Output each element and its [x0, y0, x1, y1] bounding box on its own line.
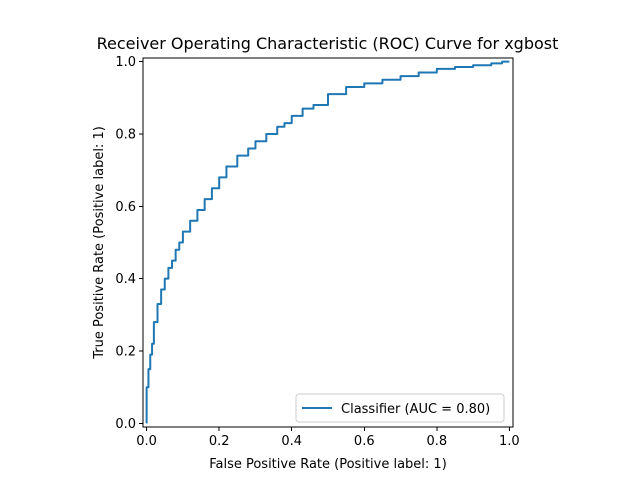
- x-axis-ticks: 0.0 0.2 0.4 0.6 0.8 1.0: [136, 427, 520, 449]
- y-tick-label: 0.2: [115, 345, 136, 360]
- y-tick-label: 0.6: [115, 200, 136, 215]
- legend-label: Classifier (AUC = 0.80): [341, 402, 490, 417]
- y-axis-label: True Positive Rate (Positive label: 1): [92, 126, 107, 360]
- x-tick-label: 0.4: [281, 434, 302, 449]
- x-tick-label: 0.0: [136, 434, 157, 449]
- chart-title: Receiver Operating Characteristic (ROC) …: [97, 34, 559, 53]
- x-tick-label: 0.2: [209, 434, 230, 449]
- x-axis-label: False Positive Rate (Positive label: 1): [209, 457, 447, 472]
- roc-curve-line: [145, 60, 510, 424]
- y-axis-ticks: 0.0 0.2 0.4 0.6 0.8 1.0: [115, 55, 143, 432]
- x-tick-label: 1.0: [499, 434, 520, 449]
- legend: Classifier (AUC = 0.80): [295, 393, 505, 423]
- legend-box: [295, 393, 505, 423]
- x-tick-label: 0.8: [426, 434, 447, 449]
- x-tick-label: 0.6: [354, 434, 375, 449]
- y-tick-label: 0.8: [115, 127, 136, 142]
- plot-series: [145, 60, 510, 424]
- y-tick-label: 0.4: [115, 272, 136, 287]
- plot-frame: [142, 57, 514, 428]
- y-tick-label: 0.0: [115, 417, 136, 432]
- y-tick-label: 1.0: [115, 55, 136, 70]
